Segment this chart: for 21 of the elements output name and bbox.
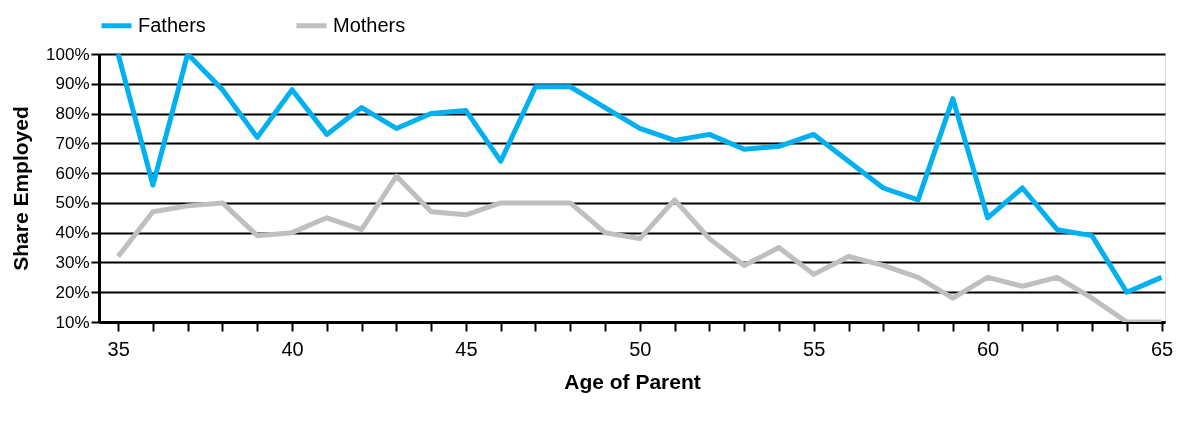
y-tick-label: 30% [55, 252, 90, 272]
y-tick-label: 20% [55, 282, 90, 302]
x-tick-label: 50 [629, 337, 652, 360]
y-tick-label: 70% [55, 133, 90, 153]
y-tick-label: 80% [55, 104, 90, 124]
x-axis-title: Age of Parent [564, 369, 701, 393]
y-tick-label: 40% [55, 223, 90, 243]
x-tick-label: 45 [455, 337, 478, 360]
y-tick-label: 100% [46, 44, 90, 64]
legend-label: Mothers [333, 13, 406, 36]
y-axis-title: Share Employed [9, 106, 33, 271]
x-tick-label: 40 [281, 337, 304, 360]
y-tick-label: 50% [55, 193, 90, 213]
x-tick-label: 60 [977, 337, 1000, 360]
x-tick-label: 35 [107, 337, 130, 360]
y-tick-label: 60% [55, 163, 90, 183]
x-tick-label: 65 [1150, 337, 1174, 360]
y-tick-label: 10% [55, 312, 90, 332]
legend-label: Fathers [138, 13, 206, 36]
y-tick-label: 90% [55, 74, 90, 94]
x-tick-label: 55 [803, 337, 826, 360]
